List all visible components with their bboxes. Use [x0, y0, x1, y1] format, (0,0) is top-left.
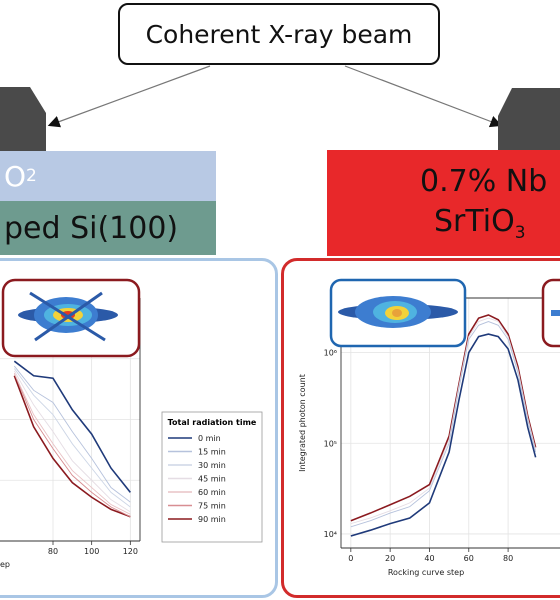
left-chart: 80 100 120 ep Total radiation time 0 min 15 … [0, 278, 263, 569]
right-sample-text: 0.7% Nb SrTiO3 [420, 162, 560, 253]
right-sample-line2: SrTiO [434, 204, 515, 239]
right-sample-line2-sub: 3 [514, 223, 526, 243]
beam-label: Coherent X-ray beam [145, 19, 413, 49]
right-sample-layer: 0.7% Nb SrTiO3 [327, 150, 560, 256]
left-bottom-layer: ped Si(100) [0, 201, 216, 255]
left-tick-label: 80 [48, 547, 58, 556]
legend-entry: 90 min [198, 515, 226, 524]
left-x-label: ep [0, 560, 10, 569]
left-bottom-layer-label: ped Si(100) [4, 210, 179, 246]
legend-entry: 15 min [198, 448, 226, 457]
right-y-tick-label: 10⁶ [324, 349, 337, 358]
right-tick-label: 40 [424, 554, 434, 563]
beam-label-box: Coherent X-ray beam [118, 3, 440, 65]
legend-title: Total radiation time [168, 418, 257, 427]
right-sample-line1: 0.7% Nb [420, 164, 548, 199]
left-series-line [13, 365, 131, 503]
left-series-line [13, 370, 131, 513]
legend-entry: 0 min [198, 434, 221, 443]
right-tick-label: 60 [464, 554, 474, 563]
legend: Total radiation time 0 min 15 min 30 min 45… [161, 411, 263, 543]
right-series-line [350, 317, 537, 525]
left-inset [1, 278, 141, 358]
right-y-label: Integrated photon count [298, 374, 307, 472]
left-top-layer-label: O [4, 159, 27, 193]
right-series-line [350, 333, 537, 537]
legend-entry: 75 min [198, 502, 226, 511]
beam-arrow-right [344, 65, 503, 128]
legend-entry: 60 min [198, 488, 226, 497]
right-sample-line2-wrap: SrTiO3 [420, 202, 560, 253]
left-tick-label: 100 [84, 547, 99, 556]
left-series-line [13, 360, 131, 493]
left-series-line [13, 368, 131, 508]
right-series-line [350, 321, 537, 528]
left-series-line [13, 373, 131, 515]
legend-entry: 30 min [198, 461, 226, 470]
right-tick-label: 20 [385, 554, 395, 563]
right-tick-label: 0 [348, 554, 353, 563]
right-series-line [350, 314, 537, 522]
right-inset-partial [541, 278, 560, 348]
right-y-tick-label: 10⁵ [324, 439, 337, 448]
detector-left [0, 87, 46, 151]
right-x-label: Rocking curve step [388, 568, 464, 577]
left-series-line [13, 373, 131, 518]
detector-right [498, 88, 560, 152]
beam-arrow-left [47, 65, 211, 128]
right-y-tick-label: 10⁴ [324, 530, 337, 539]
left-top-layer-sub: 2 [26, 166, 37, 186]
right-inset [329, 278, 467, 348]
legend-entry: 45 min [198, 475, 226, 484]
right-chart: 0 20 40 60 80 10⁴ 10⁵ 10⁶ Rocking curve step Inte… [298, 278, 560, 577]
right-tick-label: 80 [503, 554, 513, 563]
beam-arrows [47, 65, 503, 128]
left-series-line [13, 375, 131, 518]
left-tick-label: 120 [123, 547, 138, 556]
